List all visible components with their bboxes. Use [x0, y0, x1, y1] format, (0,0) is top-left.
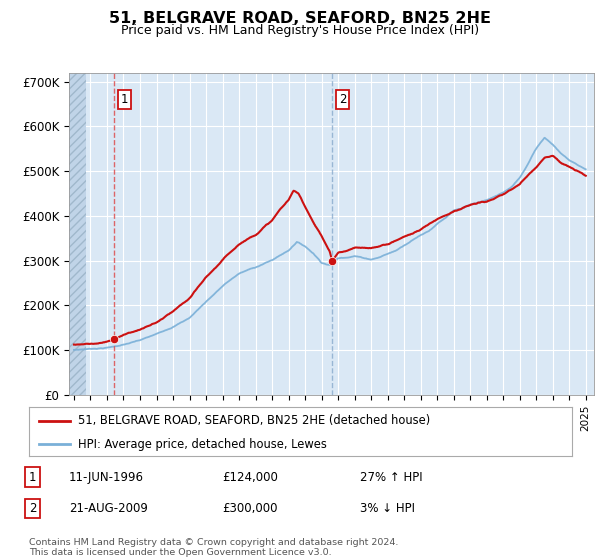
Text: 2: 2: [339, 93, 346, 106]
Text: 51, BELGRAVE ROAD, SEAFORD, BN25 2HE: 51, BELGRAVE ROAD, SEAFORD, BN25 2HE: [109, 11, 491, 26]
Text: 21-AUG-2009: 21-AUG-2009: [69, 502, 148, 515]
Text: £300,000: £300,000: [222, 502, 277, 515]
Text: Price paid vs. HM Land Registry's House Price Index (HPI): Price paid vs. HM Land Registry's House …: [121, 24, 479, 37]
Text: 1: 1: [29, 470, 36, 484]
Text: 3% ↓ HPI: 3% ↓ HPI: [360, 502, 415, 515]
Text: 51, BELGRAVE ROAD, SEAFORD, BN25 2HE (detached house): 51, BELGRAVE ROAD, SEAFORD, BN25 2HE (de…: [78, 414, 430, 427]
Text: Contains HM Land Registry data © Crown copyright and database right 2024.
This d: Contains HM Land Registry data © Crown c…: [29, 538, 398, 557]
Text: £124,000: £124,000: [222, 470, 278, 484]
Text: HPI: Average price, detached house, Lewes: HPI: Average price, detached house, Lewe…: [78, 437, 326, 451]
Text: 11-JUN-1996: 11-JUN-1996: [69, 470, 144, 484]
Bar: [69, 73, 86, 395]
Text: 1: 1: [121, 93, 128, 106]
Text: 2: 2: [29, 502, 36, 515]
Text: 27% ↑ HPI: 27% ↑ HPI: [360, 470, 422, 484]
